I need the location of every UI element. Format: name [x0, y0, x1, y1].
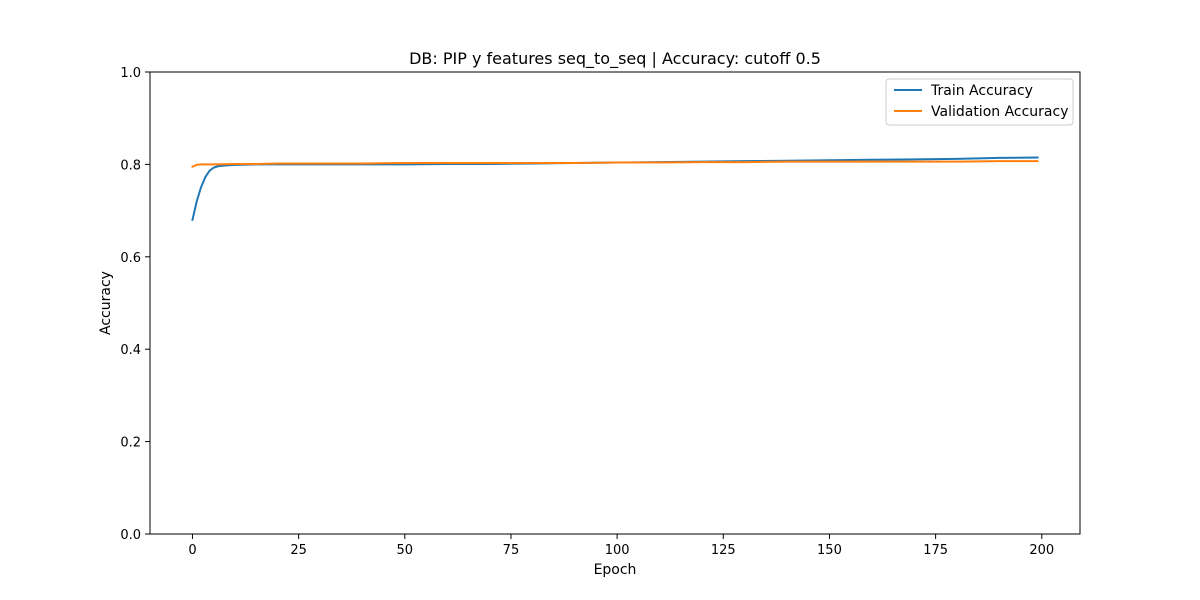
x-tick-label: 100 — [605, 543, 630, 558]
y-tick-label: 0.2 — [120, 436, 141, 451]
x-tick-label: 25 — [290, 543, 307, 558]
y-axis-label: Accuracy — [98, 271, 114, 335]
x-tick-label: 175 — [923, 543, 948, 558]
x-tick-label: 75 — [503, 543, 520, 558]
series-layer — [191, 156, 1039, 222]
x-axis-ticks: 0 25 50 75 100 125 150 175 200 — [188, 534, 1054, 558]
y-tick-label: 0.4 — [120, 343, 141, 358]
chart-title: DB: PIP y features seq_to_seq | Accuracy… — [409, 49, 821, 69]
x-axis-label: Epoch — [594, 562, 637, 578]
series-line-train-accuracy — [191, 156, 1039, 222]
y-tick-label: 1.0 — [120, 66, 141, 81]
legend-box — [885, 78, 1074, 126]
legend-label-validation-accuracy: Validation Accuracy — [931, 104, 1069, 120]
plot-area-frame — [149, 71, 1081, 535]
legend-label-train-accuracy: Train Accuracy — [930, 83, 1033, 99]
y-axis-ticks: 0.0 0.2 0.4 0.6 0.8 1.0 — [120, 66, 150, 543]
series-line-validation-accuracy — [191, 160, 1039, 169]
x-tick-label: 50 — [397, 543, 414, 558]
x-tick-label: 0 — [188, 543, 196, 558]
y-tick-label: 0.0 — [120, 528, 141, 543]
y-tick-label: 0.6 — [120, 251, 141, 266]
x-tick-label: 125 — [711, 543, 736, 558]
x-tick-label: 150 — [817, 543, 842, 558]
x-tick-label: 200 — [1029, 543, 1054, 558]
legend: Train Accuracy Validation Accuracy — [885, 78, 1074, 126]
y-tick-label: 0.8 — [120, 158, 141, 173]
